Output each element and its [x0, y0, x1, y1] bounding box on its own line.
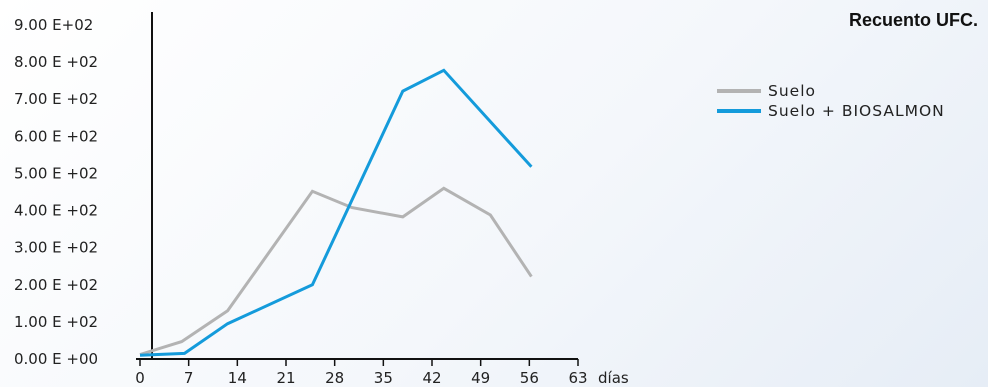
x-tick-label: 63 — [568, 369, 587, 387]
y-tick-label: 6.00 E +02 — [14, 127, 98, 145]
x-tick-label: 35 — [374, 369, 393, 387]
chart-title: Recuento UFC. — [849, 10, 978, 30]
x-unit-label: días — [598, 369, 629, 387]
y-tick-label: 2.00 E +02 — [14, 276, 98, 294]
x-tick-label: 28 — [325, 369, 344, 387]
x-tick-label: 56 — [520, 369, 539, 387]
x-tick-label: 21 — [276, 369, 295, 387]
series-lines — [139, 68, 533, 357]
series-line-suelo-biosalmon — [139, 68, 533, 357]
y-tick-label: 4.00 E +02 — [14, 202, 98, 220]
x-tick-label: 42 — [422, 369, 441, 387]
x-tick-label: 14 — [228, 369, 247, 387]
y-tick-label: 0.00 E +00 — [14, 350, 98, 368]
x-tick-label: 0 — [135, 369, 145, 387]
y-tick-label: 3.00 E +02 — [14, 239, 98, 257]
x-axis: 0 7 14 21 28 35 42 49 56 63 días — [135, 358, 629, 387]
legend-label: Suelo — [768, 82, 816, 100]
y-tick-label: 5.00 E +02 — [14, 164, 98, 182]
y-tick-label: 1.00 E +02 — [14, 313, 98, 331]
legend-label: Suelo + BIOSALMON — [768, 102, 945, 120]
y-tick-label: 9.00 E+02 — [14, 16, 93, 34]
legend: Suelo Suelo + BIOSALMON — [717, 82, 945, 120]
series-line-suelo — [139, 186, 533, 356]
x-tick-label: 49 — [471, 369, 490, 387]
y-axis: 0.00 E +00 1.00 E +02 2.00 E +02 3.00 E +02… — [14, 12, 153, 368]
x-tick-label: 7 — [184, 369, 194, 387]
y-tick-label: 8.00 E +02 — [14, 53, 98, 71]
y-tick-label: 7.00 E +02 — [14, 90, 98, 108]
